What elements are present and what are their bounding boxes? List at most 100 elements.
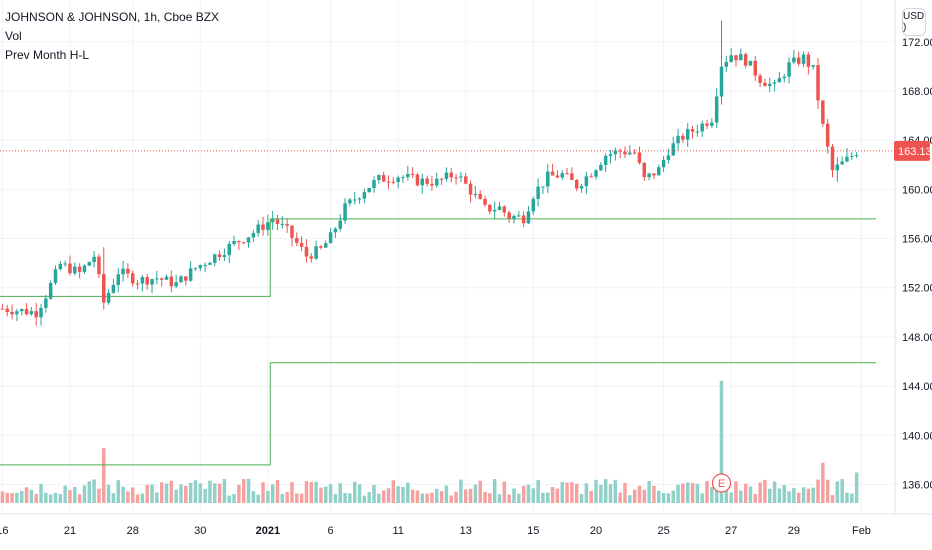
volume-bar	[753, 493, 758, 503]
candle-body	[208, 262, 212, 265]
candle-body	[657, 167, 661, 176]
time-tick-label: 16	[0, 525, 9, 537]
candle-body	[430, 183, 434, 186]
candle-body	[179, 276, 183, 283]
volume-bar	[647, 480, 651, 503]
candle-body	[420, 178, 425, 186]
volume-bar	[700, 493, 704, 503]
candle-body	[550, 171, 555, 176]
candle-body	[642, 162, 647, 178]
price-tick-label: 148.00	[902, 332, 932, 344]
candle-body	[169, 276, 174, 287]
volume-bar	[126, 491, 130, 503]
candle-body	[357, 198, 362, 200]
candle-body	[217, 254, 222, 258]
prev-month-indicator-label[interactable]: Prev Month H-L	[5, 48, 90, 62]
volume-bar	[681, 483, 685, 503]
volume-bar	[845, 492, 849, 503]
volume-bar	[850, 493, 854, 503]
candle-body	[396, 177, 400, 182]
candle-body	[44, 298, 48, 308]
time-tick-label: 6	[328, 525, 334, 537]
candle-body	[541, 186, 545, 188]
volume-bar	[15, 492, 19, 503]
candle-body	[623, 151, 627, 155]
volume-bar	[536, 479, 540, 503]
chart-legend: JOHNSON & JOHNSON, 1h, Cboe BZX Vol Prev…	[5, 8, 219, 65]
candle-body	[19, 309, 24, 312]
prev-month-levels	[0, 218, 876, 466]
volume-bar	[772, 481, 777, 503]
candle-body	[435, 178, 439, 186]
volume-bar	[584, 483, 589, 503]
prev-month-low-line	[0, 362, 876, 466]
volume-bar	[642, 489, 647, 503]
candle-body	[241, 242, 246, 244]
volume-bar	[58, 494, 63, 503]
volume-bar	[714, 482, 719, 503]
volume-bar	[314, 481, 318, 503]
candle-body	[792, 57, 796, 63]
candle-body	[647, 173, 651, 178]
volume-bar	[324, 486, 328, 503]
candle-body	[237, 241, 241, 243]
candle-body	[661, 159, 666, 168]
candle-body	[478, 193, 482, 199]
volume-bar	[246, 478, 251, 503]
candle-body	[145, 277, 149, 285]
candle-body	[840, 161, 844, 165]
volume-bar	[830, 495, 835, 503]
volume-bar	[618, 492, 622, 503]
volume-bar	[217, 483, 222, 503]
candle-body	[333, 228, 338, 233]
volume-bar	[623, 482, 627, 503]
volume-bar	[782, 485, 786, 503]
candle-body	[111, 284, 116, 293]
candle-body	[574, 179, 579, 189]
volume-bar	[280, 494, 285, 503]
volume-bar	[97, 488, 101, 503]
volume-bar	[632, 489, 637, 503]
candle-body	[743, 54, 748, 66]
candle-body	[758, 75, 762, 83]
candle-body	[73, 266, 77, 274]
volume-bar	[121, 486, 125, 503]
currency-button[interactable]: USD )	[902, 8, 926, 36]
candle-body	[777, 78, 782, 83]
volume-bar	[444, 485, 449, 503]
volume-bar	[497, 494, 502, 503]
symbol-title[interactable]: JOHNSON & JOHNSON, 1h, Cboe BZX	[5, 10, 220, 24]
last-price-tag: 163.13	[894, 140, 932, 161]
time-tick-label: 21	[64, 525, 76, 537]
volume-bar	[430, 492, 434, 503]
volume-bar	[435, 488, 439, 503]
volume-bar	[348, 493, 352, 503]
volume-bar	[555, 488, 560, 503]
price-axis: 136.00 140.00 144.00 148.00 152.00 156.00 160.…	[902, 37, 932, 492]
candle-body	[618, 150, 622, 152]
volume-bar	[816, 479, 820, 503]
candle-body	[222, 255, 227, 258]
candle-body	[603, 155, 608, 165]
volume-indicator-label[interactable]: Vol	[5, 29, 22, 43]
candle-body	[816, 65, 820, 101]
volume-bar	[73, 486, 77, 503]
time-axis: 16 21 28 30 2021 6 11 13 15 20 25 27 29 Feb	[0, 525, 871, 537]
candle-body	[406, 174, 410, 178]
volume-bar	[739, 490, 743, 503]
time-tick-label: 28	[127, 525, 139, 537]
earnings-marker[interactable]: E	[711, 473, 732, 493]
volume-bar	[309, 481, 314, 503]
candle-body	[34, 311, 38, 318]
volume-bar	[613, 479, 618, 503]
volume-bar	[550, 486, 555, 503]
candle-body	[801, 54, 806, 64]
candle-body	[719, 66, 724, 97]
candle-body	[82, 265, 87, 272]
volume-bar	[102, 448, 106, 503]
candle-body	[695, 131, 700, 133]
volume-bar	[328, 484, 333, 503]
volume-bar	[483, 491, 487, 503]
candle-body	[280, 223, 285, 225]
